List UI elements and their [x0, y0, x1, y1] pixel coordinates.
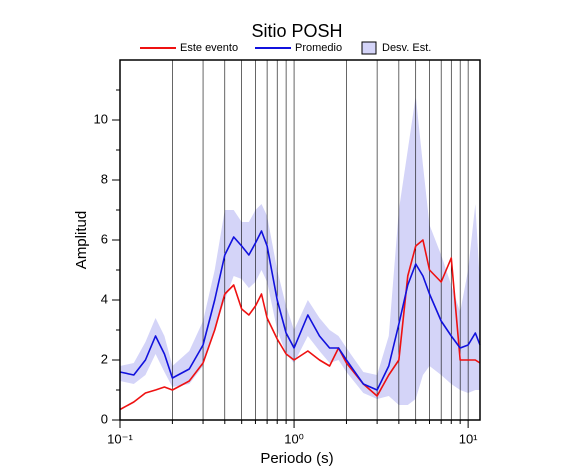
- y-tick-label: 0: [101, 411, 108, 426]
- y-tick-label: 10: [94, 111, 108, 126]
- data-line: [119, 239, 481, 411]
- y-tick-label: 2: [101, 351, 108, 366]
- x-tick-label: 10⁰: [284, 431, 304, 446]
- legend-label: Promedio: [295, 42, 342, 54]
- y-tick-label: 6: [101, 231, 108, 246]
- x-tick-label: 10⁻¹: [107, 431, 133, 446]
- data-line: [119, 230, 481, 391]
- std-band: [120, 96, 480, 405]
- x-tick-label: 10¹: [459, 431, 478, 446]
- y-tick-label: 4: [101, 291, 108, 306]
- x-axis-label: Periodo (s): [260, 450, 333, 467]
- chart-title: Sitio POSH: [251, 21, 342, 41]
- y-tick-label: 8: [101, 171, 108, 186]
- legend-label: Este evento: [180, 42, 238, 54]
- legend-label: Desv. Est.: [382, 42, 431, 54]
- plot-frame: [119, 59, 481, 421]
- y-axis-label: Amplitud: [73, 211, 90, 269]
- legend-swatch: [361, 41, 377, 55]
